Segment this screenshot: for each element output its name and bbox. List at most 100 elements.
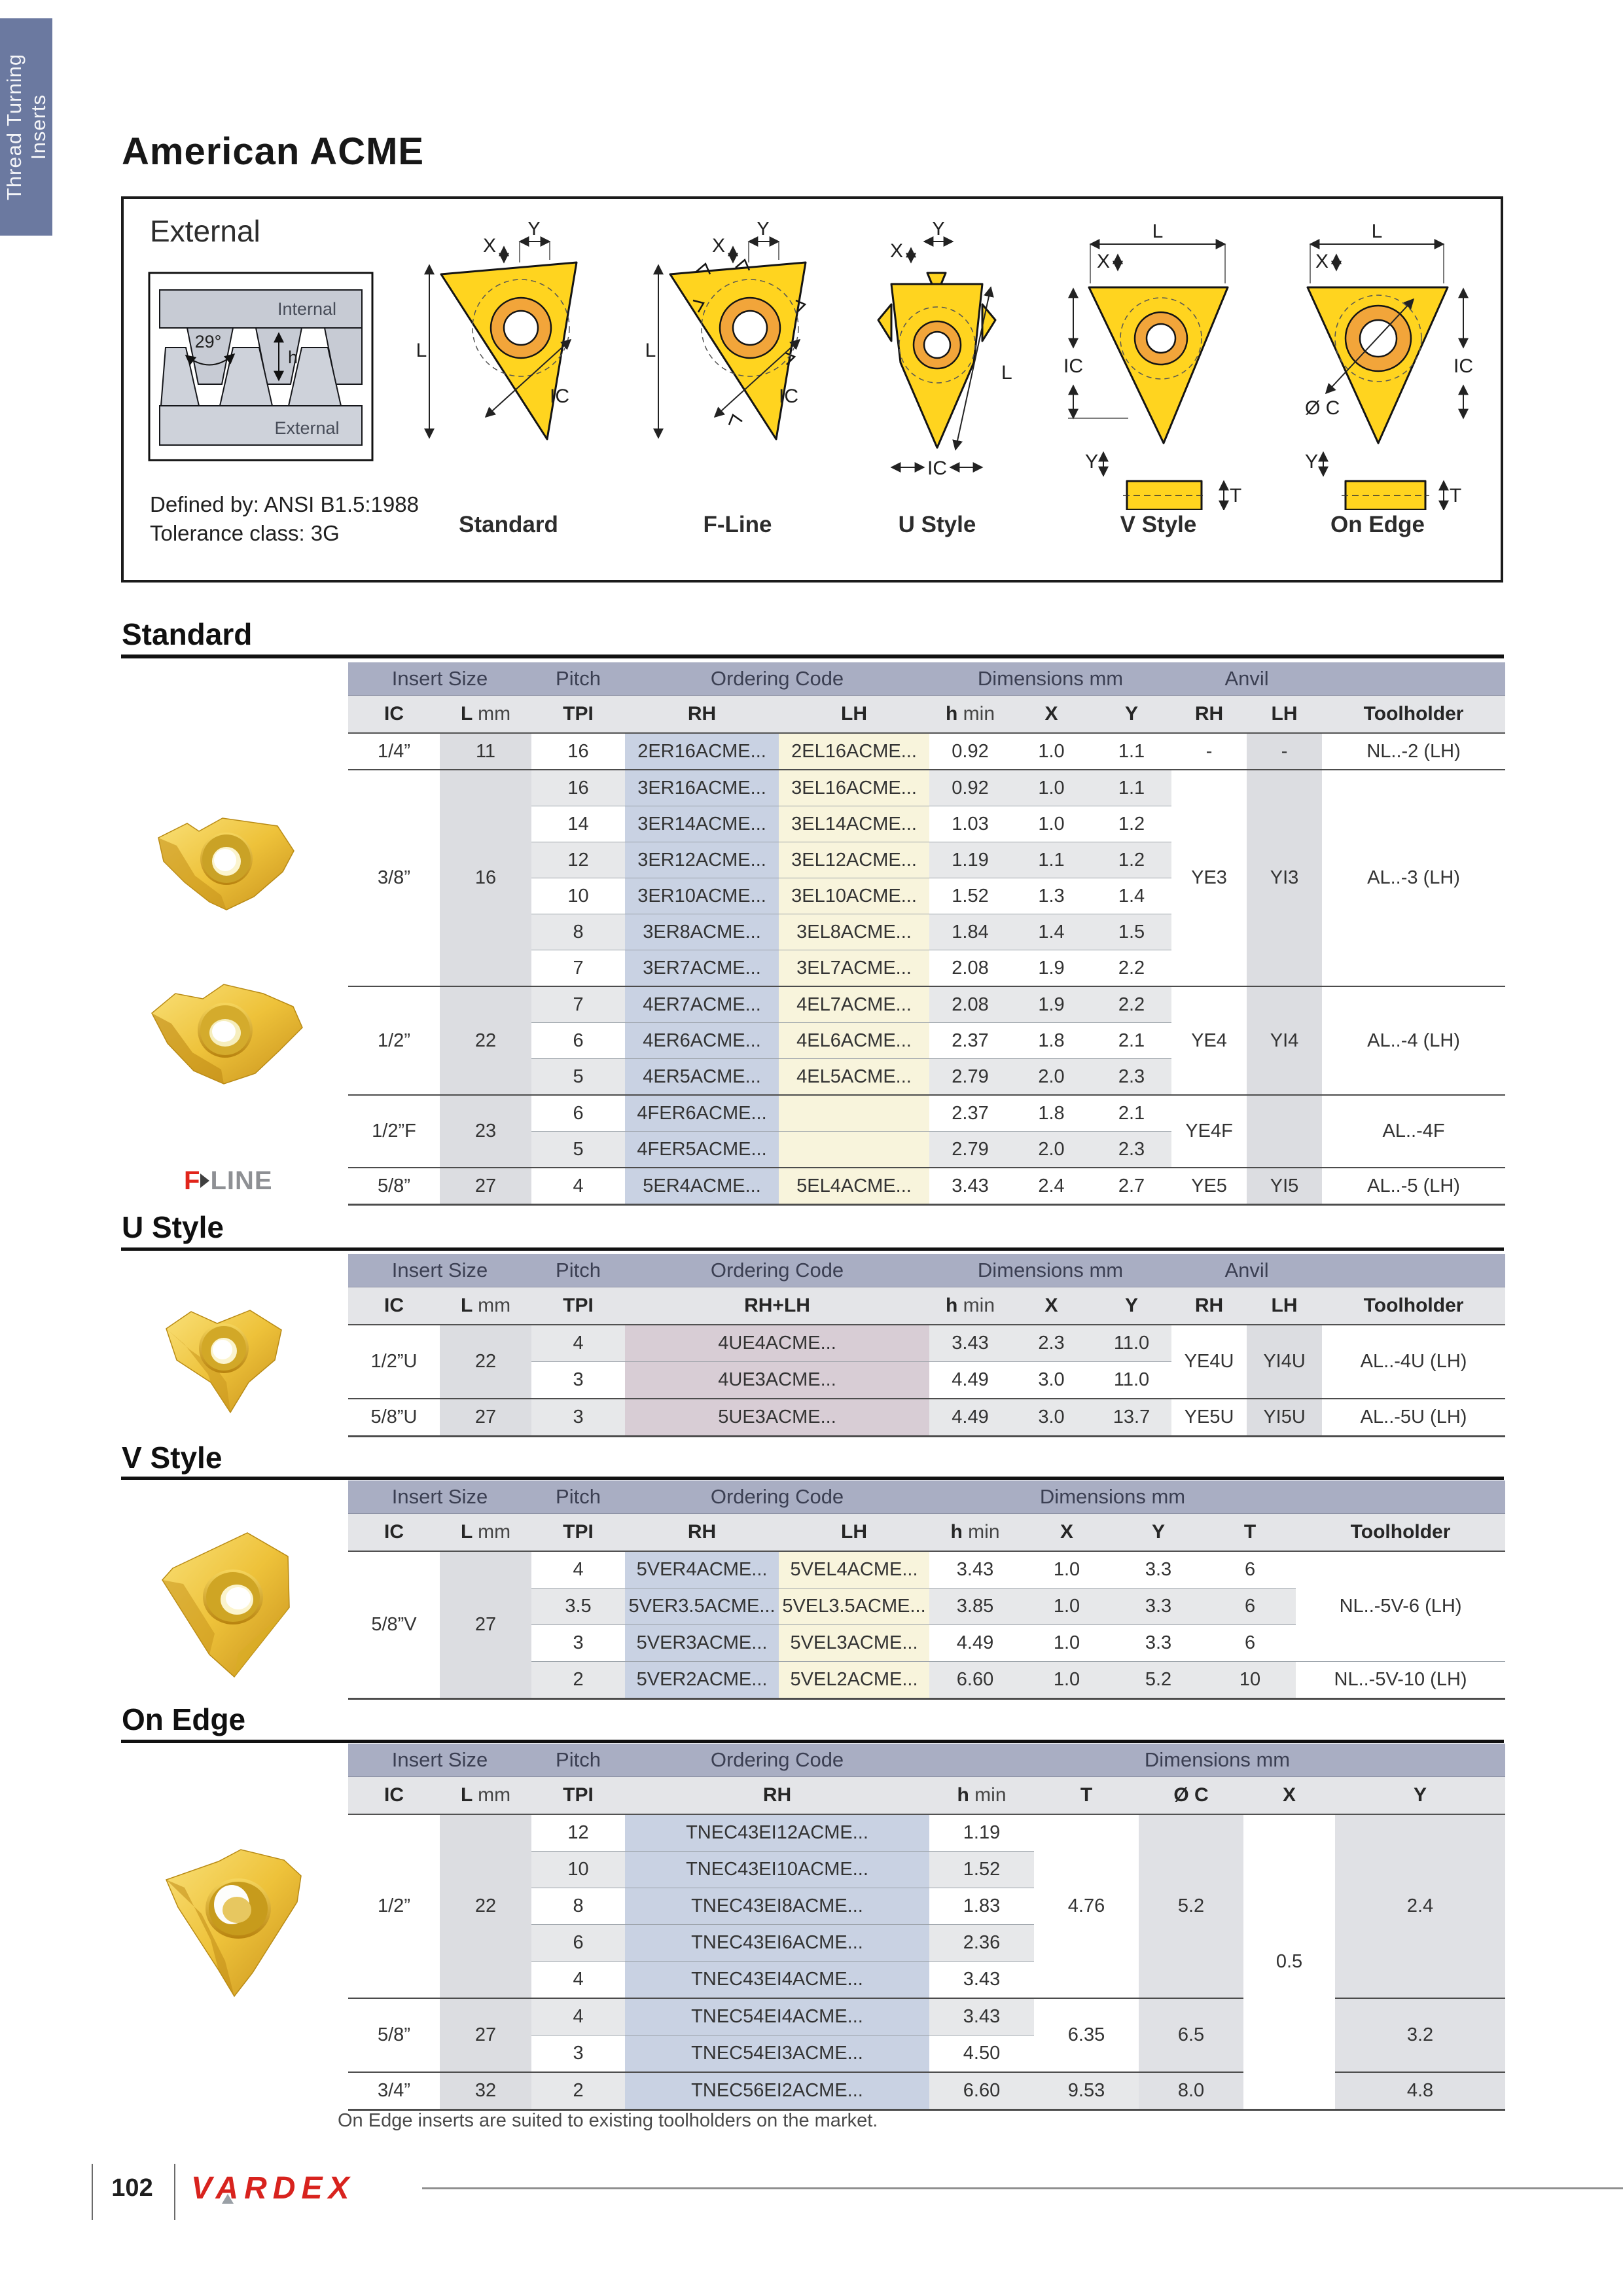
lh-code-cell: 3EL14ACME... (779, 806, 930, 842)
dc-cell: 8.0 (1139, 2072, 1244, 2110)
table-row: 3/8” 16 16 3ER16ACME... 3EL16ACME... 0.92 1.0 1… (348, 769, 1506, 986)
y-cell: 1.4 (1092, 878, 1172, 914)
h-min-cell: 3.43 (929, 1961, 1035, 1998)
h-min-cell: 2.08 (929, 986, 1012, 1023)
tpi-cell: 14 (531, 806, 626, 842)
caption-u-style: U Style (898, 512, 976, 537)
tpi-cell: 3 (531, 1361, 626, 1399)
tpi-cell: 6 (531, 1094, 626, 1132)
tpi-cell: 16 (567, 740, 589, 762)
profile-label-internal: Internal (277, 299, 336, 319)
y-cell: 3.3 (1113, 1624, 1205, 1662)
table-row: 7 3ER7ACME... 3EL7ACME... 2.08 1.9 2.2 (348, 950, 1505, 986)
h-min-cell: 3.43 (929, 1998, 1035, 2036)
dim-label-ic: IC (927, 457, 947, 479)
l-cell: 16 (440, 769, 532, 986)
l-cell: 23 (440, 1094, 532, 1168)
y-cell: 5.2 (1113, 1661, 1205, 1699)
x-cell: 1.0 (1011, 806, 1092, 842)
diagram-standard: Y X L IC (416, 222, 578, 440)
x-cell: 1.8 (1011, 1094, 1092, 1132)
y-cell: 2.3 (1092, 1058, 1172, 1095)
x-cell: 3.0 (1011, 1361, 1092, 1399)
anvil-rh-cell: YE4 (1171, 986, 1247, 1095)
footer-divider (174, 2164, 175, 2220)
vardex-logo-triangle-icon (222, 2194, 234, 2204)
external-overview-box: External Internal External 29° (121, 196, 1503, 583)
table-row: 3 5VER3ACME... 5VEL3ACME... 4.49 1.0 3.3 6 (348, 1624, 1505, 1662)
dim-label-ic: IC (550, 386, 569, 407)
table-row: 6 4ER6ACME... 4EL6ACME... 2.37 1.8 2.1 (348, 1022, 1505, 1059)
ic-cell: 5/8” (348, 1998, 440, 2072)
rh-code-cell: 3ER12ACME... (625, 842, 779, 878)
h-min-cell: 6.60 (929, 2072, 1035, 2110)
lh-code-cell: 5VEL3ACME... (779, 1624, 930, 1662)
y-cell: 4.8 (1335, 2072, 1506, 2110)
dim-label-y: Y (1085, 451, 1098, 473)
tpi-cell: 3 (531, 1624, 626, 1662)
anvil-rh-cell: YE3 (1171, 769, 1247, 986)
h-min-cell: 2.37 (929, 1022, 1012, 1059)
x-cell: 3.0 (1011, 1398, 1092, 1437)
toolholder-cell: AL..-4 (LH) (1322, 986, 1506, 1095)
h-min-cell: 2.79 (929, 1058, 1012, 1095)
rh-code-cell: 5VER3.5ACME... (625, 1588, 779, 1625)
l-cell: 22 (440, 1814, 532, 1998)
y-cell: 3.2 (1335, 1998, 1506, 2072)
x-cell: 2.3 (1011, 1325, 1092, 1362)
t-cell: 4.76 (1067, 1895, 1105, 1916)
lh-code-cell: 3EL7ACME... (779, 950, 930, 986)
l-cell: 22 (440, 1325, 532, 1399)
tpi-cell: 4 (531, 1325, 626, 1362)
tpi-cell: 3 (531, 1398, 626, 1437)
x-cell: 1.0 (1038, 740, 1065, 762)
rh-code-cell: 5VER2ACME... (625, 1661, 779, 1699)
f-line-insert-photo (151, 984, 303, 1085)
table-row: 10 TNEC43EI10ACME... 1.52 (348, 1851, 1505, 1888)
x-cell: 1.9 (1011, 950, 1092, 986)
caption-standard: Standard (459, 512, 558, 537)
tpi-cell: 3 (531, 2035, 626, 2072)
ic-cell: 1/2” (348, 986, 440, 1095)
page-number: 102 (111, 2174, 153, 2202)
t-cell: 9.53 (1034, 2072, 1139, 2110)
rh-code-cell: 4FER6ACME... (625, 1094, 779, 1132)
toolholder-cell: AL..-5U (LH) (1322, 1398, 1506, 1437)
dim-label-ic: IC (779, 386, 798, 407)
dim-label-ic: IC (1063, 355, 1083, 377)
tpi-cell: 4 (531, 1961, 626, 1998)
tpi-cell: 4 (531, 1167, 626, 1205)
ic-cell: 3/4” (348, 2072, 440, 2110)
tpi-cell: 4 (531, 1998, 626, 2036)
sidebar-label-line2: Inserts (27, 94, 50, 160)
anvil-lh-cell: YI5U (1247, 1398, 1323, 1437)
x-cell: 1.0 (1011, 769, 1092, 806)
anvil-lh-cell: - (1247, 733, 1323, 770)
profile-label-external: External (274, 418, 339, 438)
dim-label-t: T (1450, 485, 1461, 507)
u-style-insert-photo (166, 1310, 282, 1414)
x-cell: 2.0 (1011, 1058, 1092, 1095)
h-min-cell: 2.36 (929, 1924, 1035, 1962)
rh-code-cell: TNEC54EI4ACME... (625, 1998, 930, 2036)
dim-label-l: L (645, 340, 656, 361)
section-rule (121, 655, 1504, 658)
dim-label-x: X (1315, 251, 1329, 272)
section-heading-standard: Standard (122, 617, 253, 651)
toolholder-cell: NL..-5V-10 (LH) (1296, 1661, 1506, 1699)
dim-label-x: X (890, 240, 903, 262)
table-row: 1/2”F 23 6 4FER6ACME... 2.37 1.8 2.1 YE4F AL..-4… (348, 1094, 1506, 1168)
y-cell: 2.7 (1092, 1167, 1172, 1205)
x-cell: 1.0 (1021, 1661, 1113, 1699)
caption-f-line: F-Line (703, 512, 772, 537)
insert-style-diagrams: .dim{stroke:#222;stroke-width:2;marker-s… (416, 222, 1473, 510)
group-header-row: Insert Size Pitch Ordering Code Dimensio… (348, 662, 1506, 696)
l-cell: 11 (440, 733, 532, 770)
f-line-logo: F LINE (184, 1166, 273, 1195)
dim-label-y: Y (527, 222, 541, 240)
x-cell: 1.0 (1053, 1559, 1080, 1580)
toolholder-cell: NL..-5V-6 (LH) (1339, 1596, 1462, 1617)
table-row: 10 3ER10ACME... 3EL10ACME... 1.52 1.3 1.4 (348, 878, 1505, 914)
h-min-cell: 1.19 (929, 842, 1012, 878)
tpi-cell: 12 (531, 842, 626, 878)
